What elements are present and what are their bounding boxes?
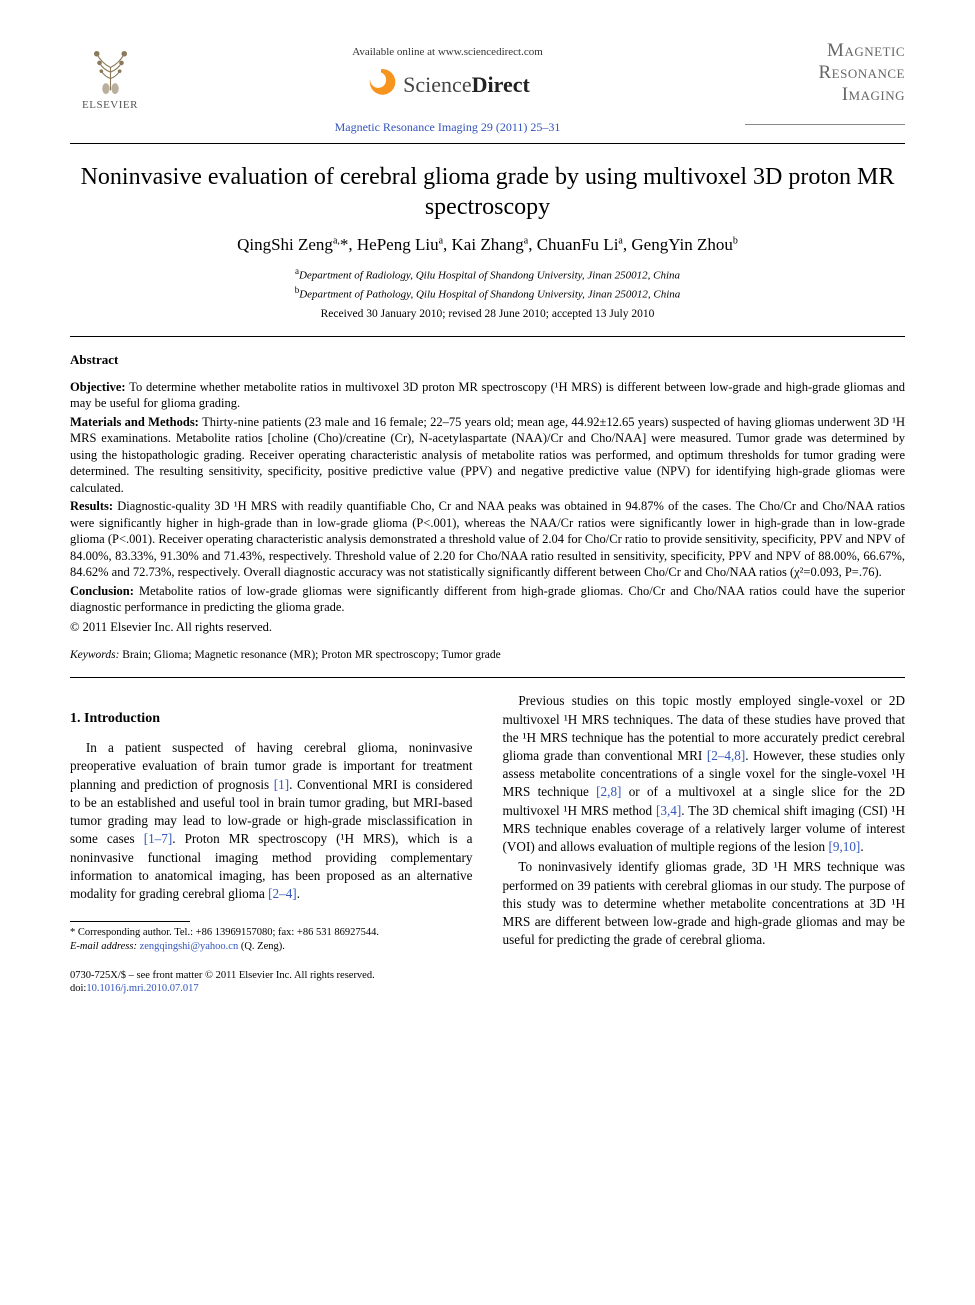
footnote-email-line: E-mail address: zengqingshi@yahoo.cn (Q.…	[70, 940, 473, 954]
ref-link[interactable]: [2,8]	[596, 784, 621, 799]
page-footer: 0730-725X/$ – see front matter © 2011 El…	[70, 969, 473, 996]
sciencedirect-text: ScienceDirect	[403, 70, 530, 100]
ref-link[interactable]: [1]	[274, 777, 289, 792]
elsevier-tree-icon	[83, 40, 138, 95]
footnote-email-label: E-mail address:	[70, 941, 137, 952]
header-center: Available online at www.sciencedirect.co…	[150, 40, 745, 135]
email-link[interactable]: zengqingshi@yahoo.cn	[140, 941, 239, 952]
ref-link[interactable]: [1–7]	[144, 831, 173, 846]
corresponding-author-footnote: * Corresponding author. Tel.: +86 139691…	[70, 926, 473, 954]
right-column: Previous studies on this topic mostly em…	[503, 692, 906, 995]
abstract-results: Results: Diagnostic-quality 3D ¹H MRS wi…	[70, 498, 905, 581]
abstract-objective: Objective: To determine whether metaboli…	[70, 379, 905, 412]
ref-link[interactable]: [3,4]	[656, 803, 681, 818]
abstract-methods: Materials and Methods: Thirty-nine patie…	[70, 414, 905, 497]
available-online-text: Available online at www.sciencedirect.co…	[150, 45, 745, 60]
journal-title-line: Magnetic	[745, 40, 905, 62]
journal-title-line: Imaging	[745, 84, 905, 106]
journal-title: Magnetic Resonance Imaging	[745, 40, 905, 125]
article-header: ELSEVIER Available online at www.science…	[70, 40, 905, 135]
ref-link[interactable]: [2–4,8]	[707, 748, 745, 763]
left-column: 1. Introduction In a patient suspected o…	[70, 692, 473, 995]
intro-para-1: In a patient suspected of having cerebra…	[70, 739, 473, 903]
keywords-block: Keywords: Brain; Glioma; Magnetic resona…	[70, 648, 905, 664]
abstract-top-rule	[70, 336, 905, 337]
sciencedirect-swirl-icon	[365, 66, 397, 105]
journal-reference-link[interactable]: Magnetic Resonance Imaging 29 (2011) 25–…	[150, 119, 745, 135]
affiliation-b: bDepartment of Pathology, Qilu Hospital …	[70, 284, 905, 303]
footnote-line: * Corresponding author. Tel.: +86 139691…	[70, 926, 473, 940]
body-columns: 1. Introduction In a patient suspected o…	[70, 692, 905, 995]
ref-link[interactable]: [9,10]	[828, 839, 860, 854]
footer-doi: doi:10.1016/j.mri.2010.07.017	[70, 982, 473, 996]
journal-title-line: Resonance	[745, 62, 905, 84]
intro-para-3: To noninvasively identify gliomas grade,…	[503, 858, 906, 949]
author-list: QingShi Zenga,*, HePeng Liua, Kai Zhanga…	[70, 234, 905, 257]
keywords-label: Keywords:	[70, 649, 119, 661]
sciencedirect-logo[interactable]: ScienceDirect	[365, 66, 530, 105]
article-dates: Received 30 January 2010; revised 28 Jun…	[70, 307, 905, 323]
article-title: Noninvasive evaluation of cerebral gliom…	[70, 162, 905, 222]
abstract-bottom-rule	[70, 677, 905, 678]
section-heading-intro: 1. Introduction	[70, 710, 473, 729]
intro-para-2: Previous studies on this topic mostly em…	[503, 692, 906, 856]
ref-link[interactable]: [2–4]	[268, 886, 297, 901]
abstract-conclusion: Conclusion: Metabolite ratios of low-gra…	[70, 583, 905, 616]
publisher-name: ELSEVIER	[70, 98, 150, 113]
publisher-logo: ELSEVIER	[70, 40, 150, 113]
footer-copyright: 0730-725X/$ – see front matter © 2011 El…	[70, 969, 473, 983]
footnote-email-who: (Q. Zeng).	[241, 941, 285, 952]
header-rule	[70, 143, 905, 144]
affiliation-a: aDepartment of Radiology, Qilu Hospital …	[70, 265, 905, 284]
abstract-heading: Abstract	[70, 351, 905, 369]
keywords-value: Brain; Glioma; Magnetic resonance (MR); …	[122, 649, 500, 661]
doi-link[interactable]: 10.1016/j.mri.2010.07.017	[86, 983, 198, 994]
abstract-copyright: © 2011 Elsevier Inc. All rights reserved…	[70, 619, 905, 636]
footnote-rule	[70, 921, 190, 922]
